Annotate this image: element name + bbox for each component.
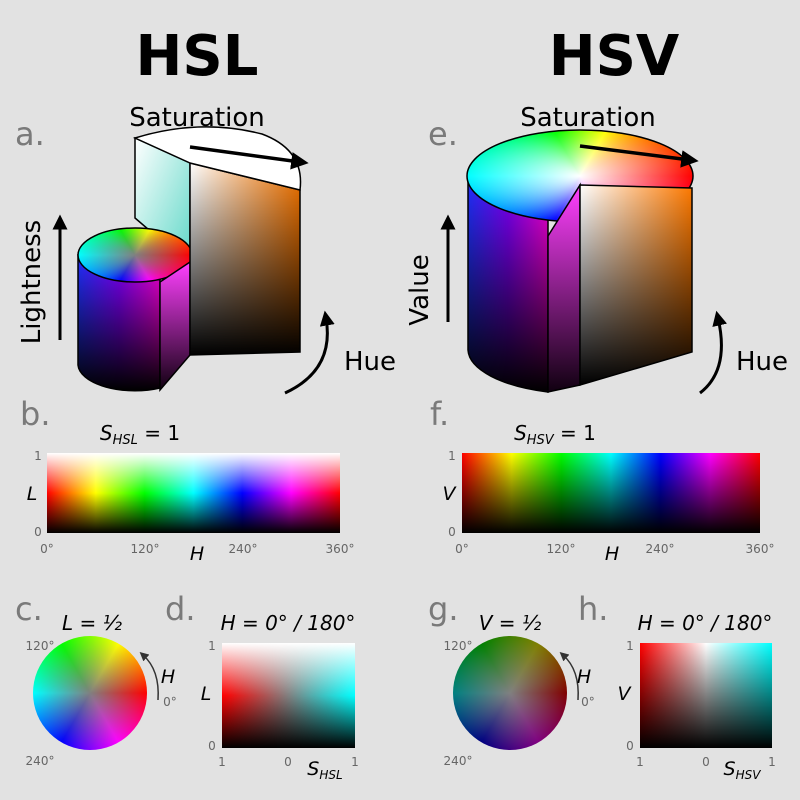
y-tick-label: 1 bbox=[34, 449, 42, 463]
panel-label: g. bbox=[428, 590, 458, 628]
wheel-tick: 240° bbox=[444, 754, 473, 768]
x-tick-label: 240° bbox=[229, 542, 258, 556]
caption-var: S bbox=[514, 421, 527, 445]
hue-arrow bbox=[559, 652, 579, 701]
wheel-tick: 120° bbox=[444, 639, 473, 653]
x-tick-label: 0° bbox=[455, 542, 469, 556]
caption: V = ½ bbox=[479, 611, 542, 635]
panel-label: h. bbox=[578, 590, 608, 628]
x-tick-label: 1 bbox=[636, 755, 644, 769]
x-tick-label: 0 bbox=[284, 755, 292, 769]
x-tick-label: 1 bbox=[218, 755, 226, 769]
y-axis-label: V bbox=[443, 483, 458, 505]
wheel-tick: 0° bbox=[581, 695, 595, 709]
caption: SHSL = 1 bbox=[100, 421, 180, 448]
wheel-fill bbox=[33, 636, 147, 750]
x-tick-label: 1 bbox=[768, 755, 776, 769]
x-axis-var: S bbox=[724, 758, 736, 780]
y-tick-label: 0 bbox=[448, 525, 456, 539]
y-tick-label: 1 bbox=[448, 449, 456, 463]
caption: L = ½ bbox=[62, 611, 123, 635]
x-axis-label: SHSV bbox=[724, 758, 762, 782]
title: HSL bbox=[136, 24, 259, 89]
y-tick-label: 0 bbox=[626, 739, 634, 753]
caption-sub: HSL bbox=[113, 433, 138, 448]
panel-label: a. bbox=[15, 115, 45, 153]
axis-label: Hue bbox=[736, 347, 788, 377]
caption-var: S bbox=[100, 421, 113, 445]
x-tick-label: 0° bbox=[40, 542, 54, 556]
wheel-label: H bbox=[577, 666, 591, 688]
cylinder-top bbox=[132, 126, 302, 191]
panel-label: d. bbox=[165, 590, 195, 628]
x-axis-label: H bbox=[190, 543, 204, 565]
saturation-arrow bbox=[189, 145, 309, 170]
cut-face-shade bbox=[580, 185, 692, 385]
lightness-overlay bbox=[47, 453, 340, 533]
x-tick-label: 0 bbox=[702, 755, 710, 769]
wheel-fill bbox=[453, 636, 567, 750]
y-tick-label: 1 bbox=[208, 639, 216, 653]
caption-sub: HSV bbox=[527, 433, 555, 448]
axis-label: Saturation bbox=[520, 103, 656, 133]
caption: H = 0° / 180° bbox=[221, 611, 356, 635]
cylinder-shade bbox=[78, 255, 160, 391]
panel-label: f. bbox=[430, 395, 449, 433]
saturation-arrow bbox=[579, 144, 699, 168]
y-tick-label: 0 bbox=[208, 739, 216, 753]
caption-rest: = 1 bbox=[138, 421, 180, 445]
cut-face bbox=[159, 260, 191, 393]
caption-rest: = 1 bbox=[554, 421, 596, 445]
x-axis-var: S bbox=[307, 758, 319, 780]
hue-arrow bbox=[699, 310, 727, 395]
cylinder-shade bbox=[468, 178, 548, 392]
cut-face-shade bbox=[190, 163, 300, 355]
x-tick-label: 240° bbox=[646, 542, 675, 556]
slice-overlay bbox=[222, 643, 355, 748]
hue-arrow bbox=[139, 652, 159, 701]
x-axis-sub: HSV bbox=[736, 768, 762, 782]
value-overlay bbox=[462, 453, 760, 533]
caption: SHSV = 1 bbox=[514, 421, 596, 448]
x-axis-sub: HSL bbox=[319, 768, 342, 782]
x-axis-label: SHSL bbox=[307, 758, 342, 782]
hsv-cylinder bbox=[440, 129, 727, 395]
panel-label: b. bbox=[20, 395, 50, 433]
wheel bbox=[453, 636, 567, 750]
wheel-label: H bbox=[161, 666, 175, 688]
y-axis-label: L bbox=[27, 483, 38, 505]
x-axis-label: H bbox=[605, 543, 619, 565]
caption: H = 0° / 180° bbox=[638, 611, 773, 635]
wheel-tick: 120° bbox=[26, 639, 55, 653]
hue-arrow bbox=[284, 310, 335, 395]
y-axis-label: V bbox=[618, 683, 633, 705]
x-tick-label: 120° bbox=[547, 542, 576, 556]
axis-label: Saturation bbox=[129, 103, 265, 133]
hsl-cylinder bbox=[52, 126, 335, 395]
y-axis-label: L bbox=[201, 683, 212, 705]
axis-label: Value bbox=[405, 254, 435, 325]
x-tick-label: 360° bbox=[326, 542, 355, 556]
y-tick-label: 1 bbox=[626, 639, 634, 653]
panel-label: e. bbox=[428, 115, 458, 153]
axis-label: Lightness bbox=[17, 220, 47, 344]
panel-label: c. bbox=[15, 590, 43, 628]
x-tick-label: 360° bbox=[746, 542, 775, 556]
wheel-tick: 0° bbox=[163, 695, 177, 709]
x-tick-label: 120° bbox=[131, 542, 160, 556]
wheel bbox=[33, 636, 147, 750]
axis-label: Hue bbox=[344, 347, 396, 377]
x-tick-label: 1 bbox=[351, 755, 359, 769]
y-tick-label: 0 bbox=[34, 525, 42, 539]
title: HSV bbox=[549, 24, 680, 89]
wheel-tick: 240° bbox=[26, 754, 55, 768]
slice-overlay bbox=[640, 643, 772, 748]
